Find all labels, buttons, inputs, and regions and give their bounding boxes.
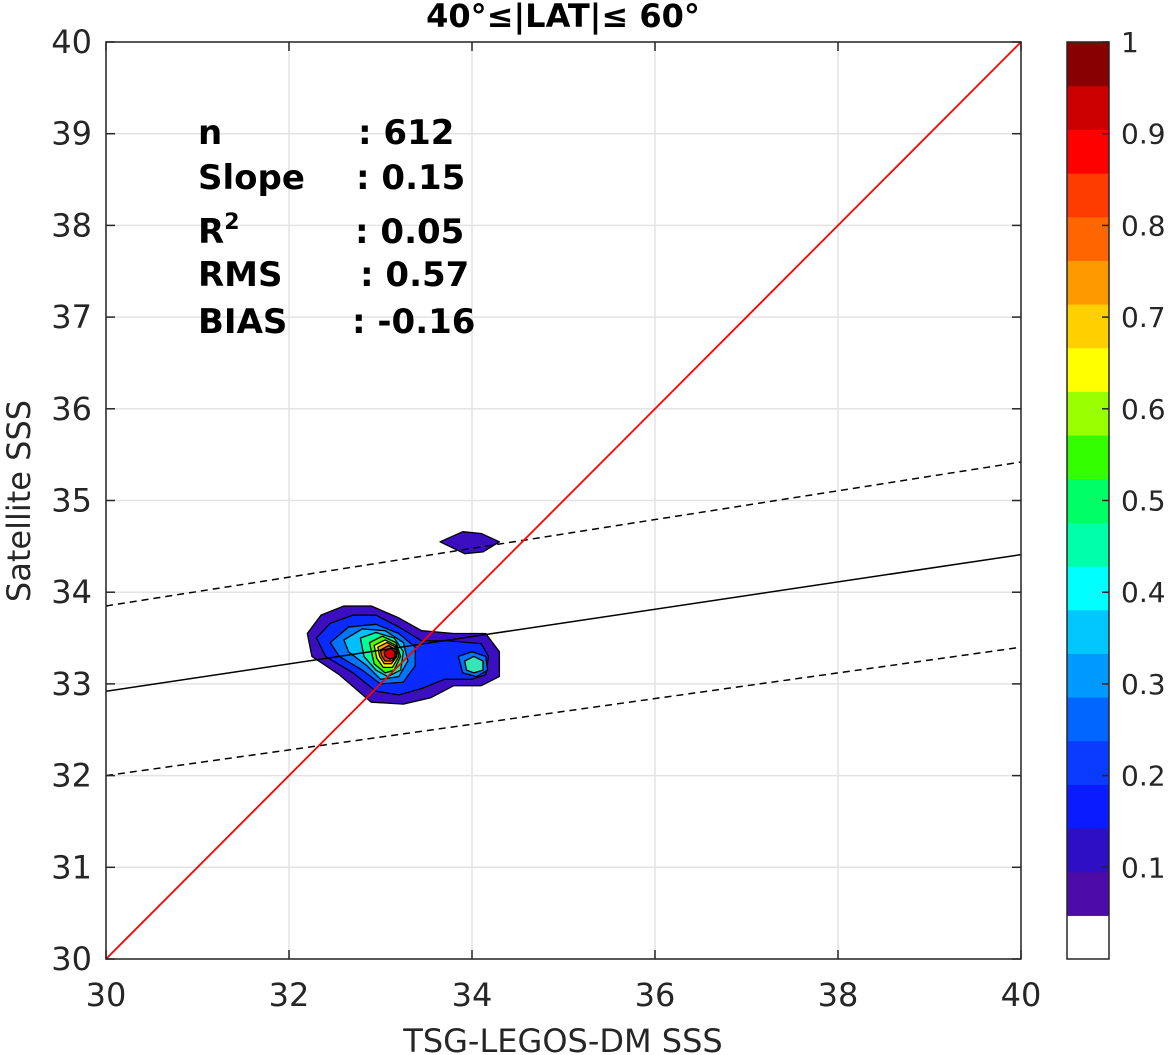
y-axis-ticks: 30 31 32 33 34 35 36 37 38 39 40 bbox=[51, 23, 92, 978]
colorbar-tick-label: 0.5 bbox=[1121, 485, 1166, 518]
x-axis-ticks: 30 32 34 36 38 40 bbox=[86, 976, 1042, 1014]
x-axis-label: TSG-LEGOS-DM SSS bbox=[402, 1022, 722, 1055]
colorbar-segment bbox=[1067, 216, 1109, 261]
colorbar-segment bbox=[1067, 609, 1109, 654]
y-tick-label: 38 bbox=[51, 206, 92, 244]
colorbar-segment bbox=[1067, 347, 1109, 392]
stat-label: R2 bbox=[198, 210, 240, 252]
colorbar-tick-label: 0.6 bbox=[1121, 393, 1166, 426]
x-tick-label: 38 bbox=[818, 976, 859, 1014]
stat-label: BIAS bbox=[198, 302, 287, 342]
colorbar-tick-label: 0.9 bbox=[1121, 118, 1166, 151]
colorbar-segment bbox=[1067, 304, 1109, 349]
y-tick-label: 39 bbox=[51, 115, 92, 153]
colorbar-segment bbox=[1067, 566, 1109, 611]
colorbar-segment bbox=[1067, 784, 1109, 829]
y-tick-label: 33 bbox=[51, 665, 92, 703]
colorbar-tick-label: 1 bbox=[1121, 26, 1139, 59]
plot-content bbox=[106, 42, 1021, 959]
colorbar-tick-label: 0.4 bbox=[1121, 576, 1166, 609]
colorbar-segment bbox=[1067, 391, 1109, 436]
y-tick-label: 35 bbox=[51, 482, 92, 520]
colorbar-tick-label: 0.2 bbox=[1121, 760, 1166, 793]
y-tick-label: 36 bbox=[51, 390, 92, 428]
stat-value: : 0.57 bbox=[360, 255, 469, 295]
colorbar-tick-label: 0.3 bbox=[1121, 668, 1166, 701]
y-tick-label: 31 bbox=[51, 848, 92, 886]
fit-bound-line bbox=[106, 461, 1021, 607]
x-tick-label: 40 bbox=[1001, 976, 1042, 1014]
stat-value: : -0.16 bbox=[352, 302, 475, 342]
stat-value: : 612 bbox=[358, 113, 454, 153]
stat-value: : 0.15 bbox=[356, 158, 465, 198]
y-tick-label: 32 bbox=[51, 757, 92, 795]
y-tick-label: 34 bbox=[51, 573, 92, 611]
density-contour bbox=[439, 531, 501, 555]
colorbar-segment bbox=[1067, 435, 1109, 480]
y-axis-label: Satellite SSS bbox=[0, 400, 38, 602]
axis-frame bbox=[105, 41, 1022, 960]
colorbar-segment bbox=[1067, 653, 1109, 698]
x-tick-label: 30 bbox=[86, 976, 127, 1014]
regression-line bbox=[106, 553, 1021, 692]
colorbar-segment bbox=[1067, 129, 1109, 174]
y-tick-label: 40 bbox=[51, 23, 92, 61]
colorbar-segment bbox=[1067, 828, 1109, 873]
density-contour bbox=[464, 655, 484, 674]
stats-box: n : 612 Slope : 0.15 R2 : 0.05 RMS : 0.57 BIAS : … bbox=[198, 113, 475, 342]
colorbar-segment bbox=[1067, 697, 1109, 742]
colorbar-segment bbox=[1067, 871, 1109, 916]
colorbar-segment bbox=[1067, 85, 1109, 130]
x-tick-label: 34 bbox=[452, 976, 493, 1014]
colorbar-segment bbox=[1067, 173, 1109, 218]
colorbar-tick-label: 0.1 bbox=[1121, 851, 1166, 884]
colorbar-segment bbox=[1067, 740, 1109, 785]
fit-bound-line bbox=[106, 646, 1021, 777]
colorbar-segment bbox=[1067, 42, 1109, 87]
stat-value: : 0.05 bbox=[355, 212, 464, 252]
identity-line bbox=[106, 42, 1021, 959]
y-tick-label: 30 bbox=[51, 940, 92, 978]
y-tick-label: 37 bbox=[51, 298, 92, 336]
colorbar-segment bbox=[1067, 915, 1109, 960]
colorbar-tick-label: 0.7 bbox=[1121, 301, 1166, 334]
colorbar-segment bbox=[1067, 522, 1109, 567]
colorbar-segment bbox=[1067, 260, 1109, 305]
plot-area bbox=[106, 42, 1021, 959]
x-tick-label: 32 bbox=[269, 976, 310, 1014]
stat-label: Slope bbox=[198, 158, 305, 198]
colorbar: 0.1 0.2 0.3 0.4 0.5 0.6 0.7 0.8 0.9 1 bbox=[1066, 26, 1166, 960]
x-tick-label: 36 bbox=[635, 976, 676, 1014]
stat-label: RMS bbox=[198, 255, 283, 295]
colorbar-tick-label: 0.8 bbox=[1121, 209, 1166, 242]
chart-title: 40°≤|LAT|≤ 60° bbox=[426, 0, 700, 36]
stat-label: n bbox=[198, 113, 222, 153]
